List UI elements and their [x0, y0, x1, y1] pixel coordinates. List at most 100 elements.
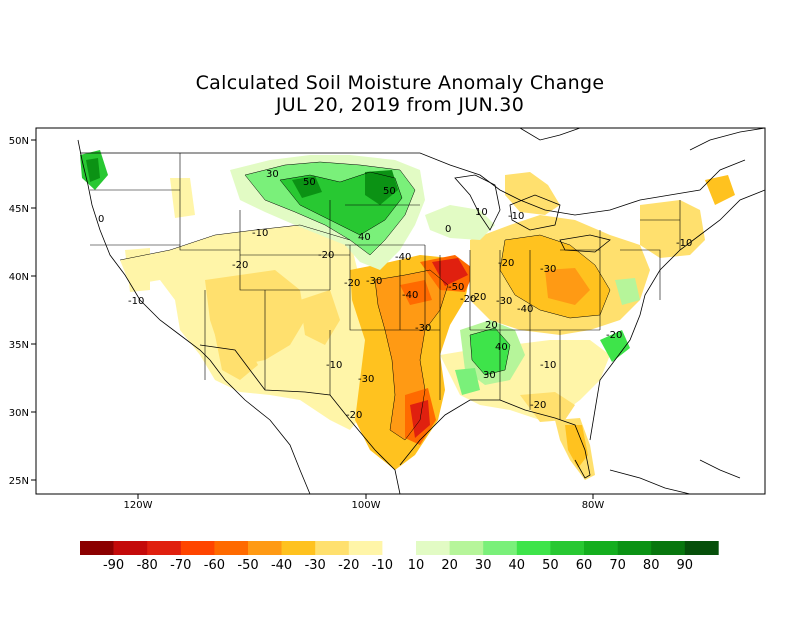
colorbar-label: 10 [408, 558, 425, 573]
map-title-line1: Calculated Soil Moisture Anomaly Change [195, 72, 605, 94]
contour-label: -40 [517, 304, 533, 315]
colorbar-swatch [651, 541, 686, 555]
colorbar-label: -60 [204, 558, 225, 573]
contour-label: -20 [530, 400, 546, 411]
colorbar-swatch [550, 541, 585, 555]
contour-label: -20 [460, 294, 476, 305]
lon-tick-label: 80W [582, 500, 605, 511]
lat-tick-label: 45N [9, 204, 29, 215]
contour-label: 40 [495, 342, 508, 353]
contour-label: 50 [383, 186, 396, 197]
fill-oh-minus40 [545, 268, 590, 305]
state-borders [90, 153, 681, 420]
cuba [609, 469, 691, 494]
fill-mo-minus70 [432, 258, 468, 286]
fill-az-minus20 [215, 335, 258, 380]
colorbar-swatch [483, 541, 518, 555]
great-lakes-3 [559, 234, 611, 253]
fill-wa-plus70 [86, 158, 100, 182]
colorbar-swatch [281, 541, 316, 555]
fill-nc-plus30 [600, 330, 630, 362]
fill-ks-minus50 [400, 280, 432, 305]
lat-tick-label: 30N [9, 408, 29, 419]
contour-label: -20 [232, 260, 248, 271]
contour-label: -10 [540, 360, 556, 371]
contour-label: -30 [358, 374, 374, 385]
lat-tick-label: 35N [9, 340, 29, 351]
fill-fl-minus30 [565, 425, 588, 468]
colorbar-label: 80 [643, 558, 660, 573]
fill-wi-plus10 [425, 205, 495, 240]
colorbar-swatch [180, 541, 215, 555]
colorbar-label: -70 [170, 558, 191, 573]
contour-label: -20 [344, 278, 360, 289]
contour-label: -10 [128, 296, 144, 307]
contour-label: -10 [326, 360, 342, 371]
great-lakes [454, 174, 501, 231]
contour-label: 0 [98, 214, 104, 225]
lon-tick-label: 120W [124, 500, 153, 511]
caribbean-islands [699, 459, 741, 479]
fill-id-minus10 [170, 178, 195, 218]
colorbar-label: 40 [509, 558, 526, 573]
contour-label: -10 [508, 211, 524, 222]
colorbar-label: 70 [609, 558, 626, 573]
contour-label: 20 [485, 320, 498, 331]
contour-label: -20 [318, 250, 334, 261]
colorbar-label: 30 [475, 558, 492, 573]
map-lines [77, 128, 765, 494]
contour-label: 40 [358, 232, 371, 243]
colorbar-swatch [248, 541, 282, 555]
atlantic-coast [589, 189, 765, 441]
fill-plains-minus40 [375, 270, 448, 440]
colorbar-swatch [147, 541, 182, 555]
lat-tick-label: 50N [9, 136, 29, 147]
colorbar-swatch [348, 541, 383, 555]
anomaly-fills [80, 150, 735, 480]
colorbar-label: 60 [576, 558, 593, 573]
lat-axis: 50N 45N 40N 35N 30N 25N [9, 136, 36, 487]
colorbar-swatch [617, 541, 652, 555]
colorbar-label: -30 [305, 558, 326, 573]
contour-label: -30 [540, 264, 556, 275]
colorbar-swatch [584, 541, 618, 555]
colorbar: -90 -80 -70 -60 -50 -40 -30 -20 -10 10 20 30 40 50 60 7… [80, 541, 719, 573]
fill-se-minus20 [520, 392, 575, 422]
fill-mi-minus20 [505, 172, 560, 215]
contour-label: -30 [415, 323, 431, 334]
contour-label: -40 [402, 290, 418, 301]
colorbar-label: -10 [372, 558, 393, 573]
contour-label-group: 30 50 50 0 -10 40 -20 -10 -20 -30 -40 -5… [98, 169, 692, 421]
lon-tick-label: 100W [352, 500, 381, 511]
colorbar-swatch [113, 541, 148, 555]
colorbar-label: -80 [137, 558, 158, 573]
colorbar-swatch [315, 541, 350, 555]
fill-me-minus30 [705, 175, 735, 205]
fill-mt-plus70 [292, 176, 322, 198]
contour-label: -20 [470, 292, 486, 303]
contour-label: -30 [366, 276, 382, 287]
colorbar-swatch [416, 541, 450, 555]
map-frame [35, 127, 766, 495]
contour-label: -40 [395, 252, 411, 263]
colorbar-swatch [214, 541, 249, 555]
map-title-line2: JUL 20, 2019 from JUN.30 [275, 94, 525, 116]
contour-label: -10 [252, 228, 268, 239]
lat-tick-label: 40N [9, 272, 29, 283]
fill-md-plus20 [615, 278, 640, 305]
colorbar-label: -40 [271, 558, 292, 573]
fill-la-plus30 [455, 368, 480, 395]
great-lakes-2 [509, 194, 561, 231]
colorbar-swatch [684, 541, 719, 555]
contour-lines [119, 161, 611, 441]
colorbar-label: 20 [441, 558, 458, 573]
lon-axis: 120W 100W 80W [124, 494, 605, 511]
colorbar-label: -90 [103, 558, 124, 573]
colorbar-swatch [80, 541, 114, 555]
fill-ny-minus20 [640, 200, 705, 258]
contour-label: 10 [475, 207, 488, 218]
colorbar-swatch [382, 541, 417, 555]
fill-ca-minus10 [125, 248, 150, 292]
contour-label: -20 [498, 258, 514, 269]
